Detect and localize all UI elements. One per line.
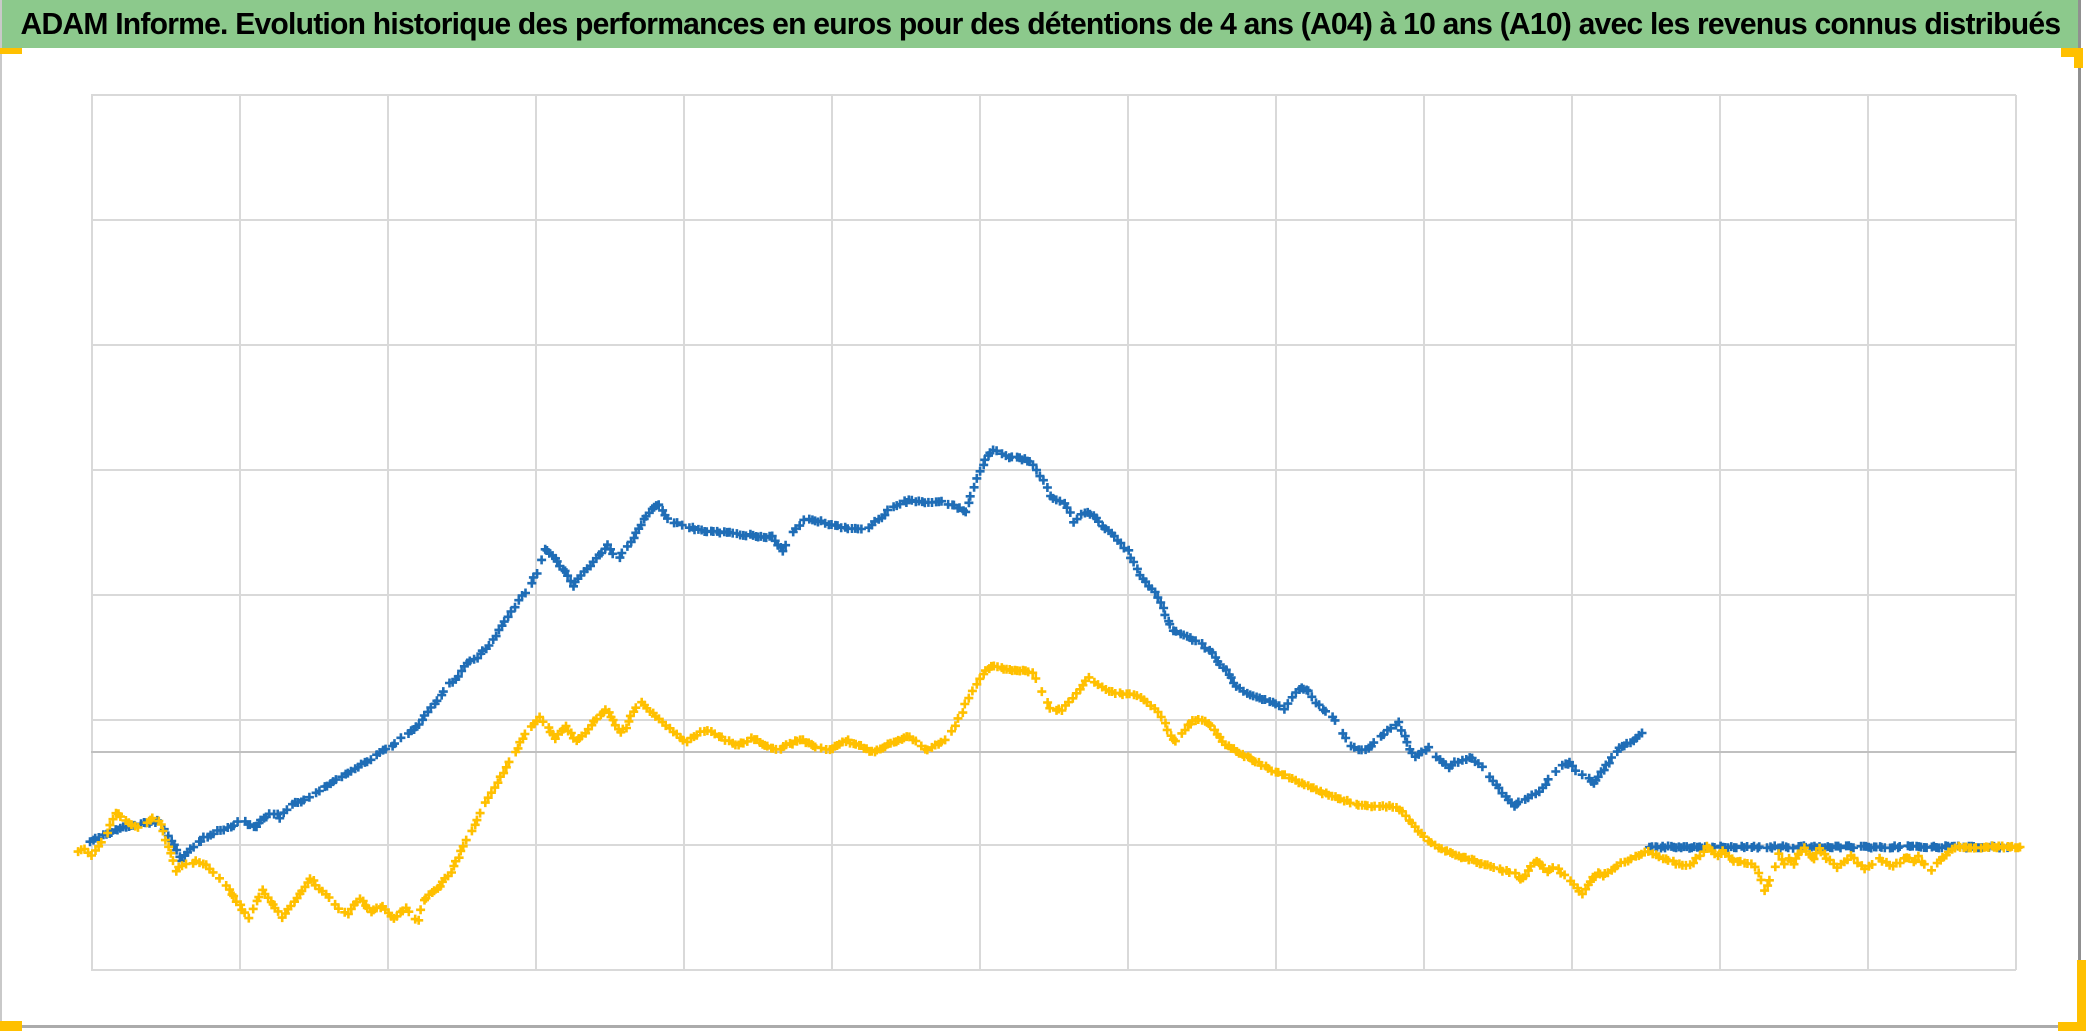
chart-series (73, 445, 2025, 925)
window-border-bottom (0, 1025, 2086, 1028)
selection-corner-bottom-left[interactable] (0, 1021, 22, 1031)
selection-corner-top-right[interactable] (2061, 48, 2083, 57)
series-yellow (73, 661, 2025, 925)
selection-corner-top-left[interactable] (0, 48, 22, 54)
window-border-left (0, 0, 2, 1031)
window-border-right (2078, 0, 2081, 1031)
series-blue (85, 445, 2015, 866)
selection-corner-top-right-v[interactable] (2074, 48, 2083, 68)
chart-title-bar: ADAM Informe. Evolution historique des p… (2, 0, 2078, 48)
selection-corner-bottom-right-v[interactable] (2077, 960, 2086, 1031)
chart-title: ADAM Informe. Evolution historique des p… (20, 6, 2061, 41)
chart-gridlines (91, 94, 2017, 971)
selection-corner-bottom-right[interactable] (2058, 1022, 2086, 1031)
